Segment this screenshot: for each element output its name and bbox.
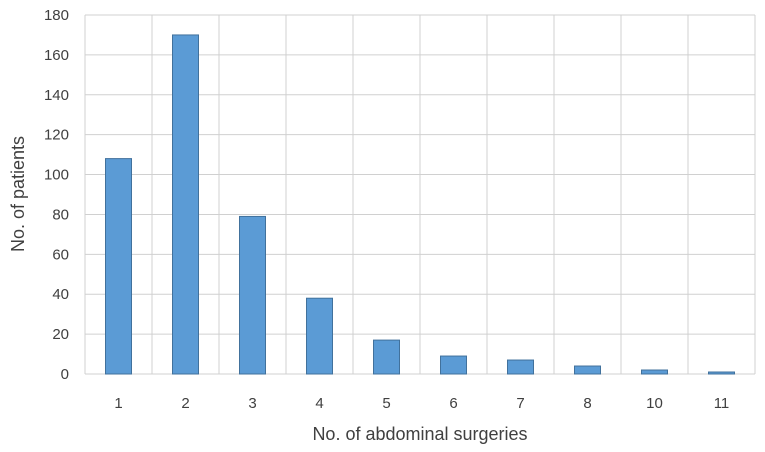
y-tick-label: 160 [44,47,69,64]
y-tick-label: 0 [61,366,69,383]
bar-3 [239,215,266,375]
bar-2 [172,34,199,375]
bars [105,34,735,375]
x-tick-label: 11 [714,395,730,412]
y-tick-label: 80 [52,206,69,223]
bar-5 [373,339,400,375]
y-tick-label: 140 [44,87,69,104]
bar-1 [105,158,132,375]
bar-4 [306,297,333,375]
y-tick-label: 180 [44,7,69,24]
y-tick-label: 20 [52,326,69,343]
x-tick-label: 10 [646,395,663,412]
x-tick-label: 4 [315,395,323,412]
bar-8 [574,365,601,375]
bar-6 [440,355,467,375]
y-tick-labels: 0 20 40 60 80 100 120 140 160 180 [44,7,69,383]
bar-10 [641,369,668,375]
x-tick-label: 1 [114,395,122,412]
y-tick-label: 100 [44,167,69,184]
x-tick-label: 7 [516,395,524,412]
x-tick-label: 5 [382,395,390,412]
x-tick-label: 6 [449,395,457,412]
y-tick-label: 40 [52,286,69,303]
x-tick-labels: 1 2 3 4 5 6 7 8 10 11 [114,395,729,412]
x-tick-label: 2 [181,395,189,412]
y-axis-title: No. of patients [8,136,28,252]
bar-11 [708,371,735,375]
y-tick-label: 120 [44,127,69,144]
y-tick-label: 60 [52,246,69,263]
x-axis-title: No. of abdominal surgeries [312,424,527,444]
bar-7 [507,359,534,375]
x-tick-label: 3 [248,395,256,412]
x-tick-label: 8 [583,395,591,412]
